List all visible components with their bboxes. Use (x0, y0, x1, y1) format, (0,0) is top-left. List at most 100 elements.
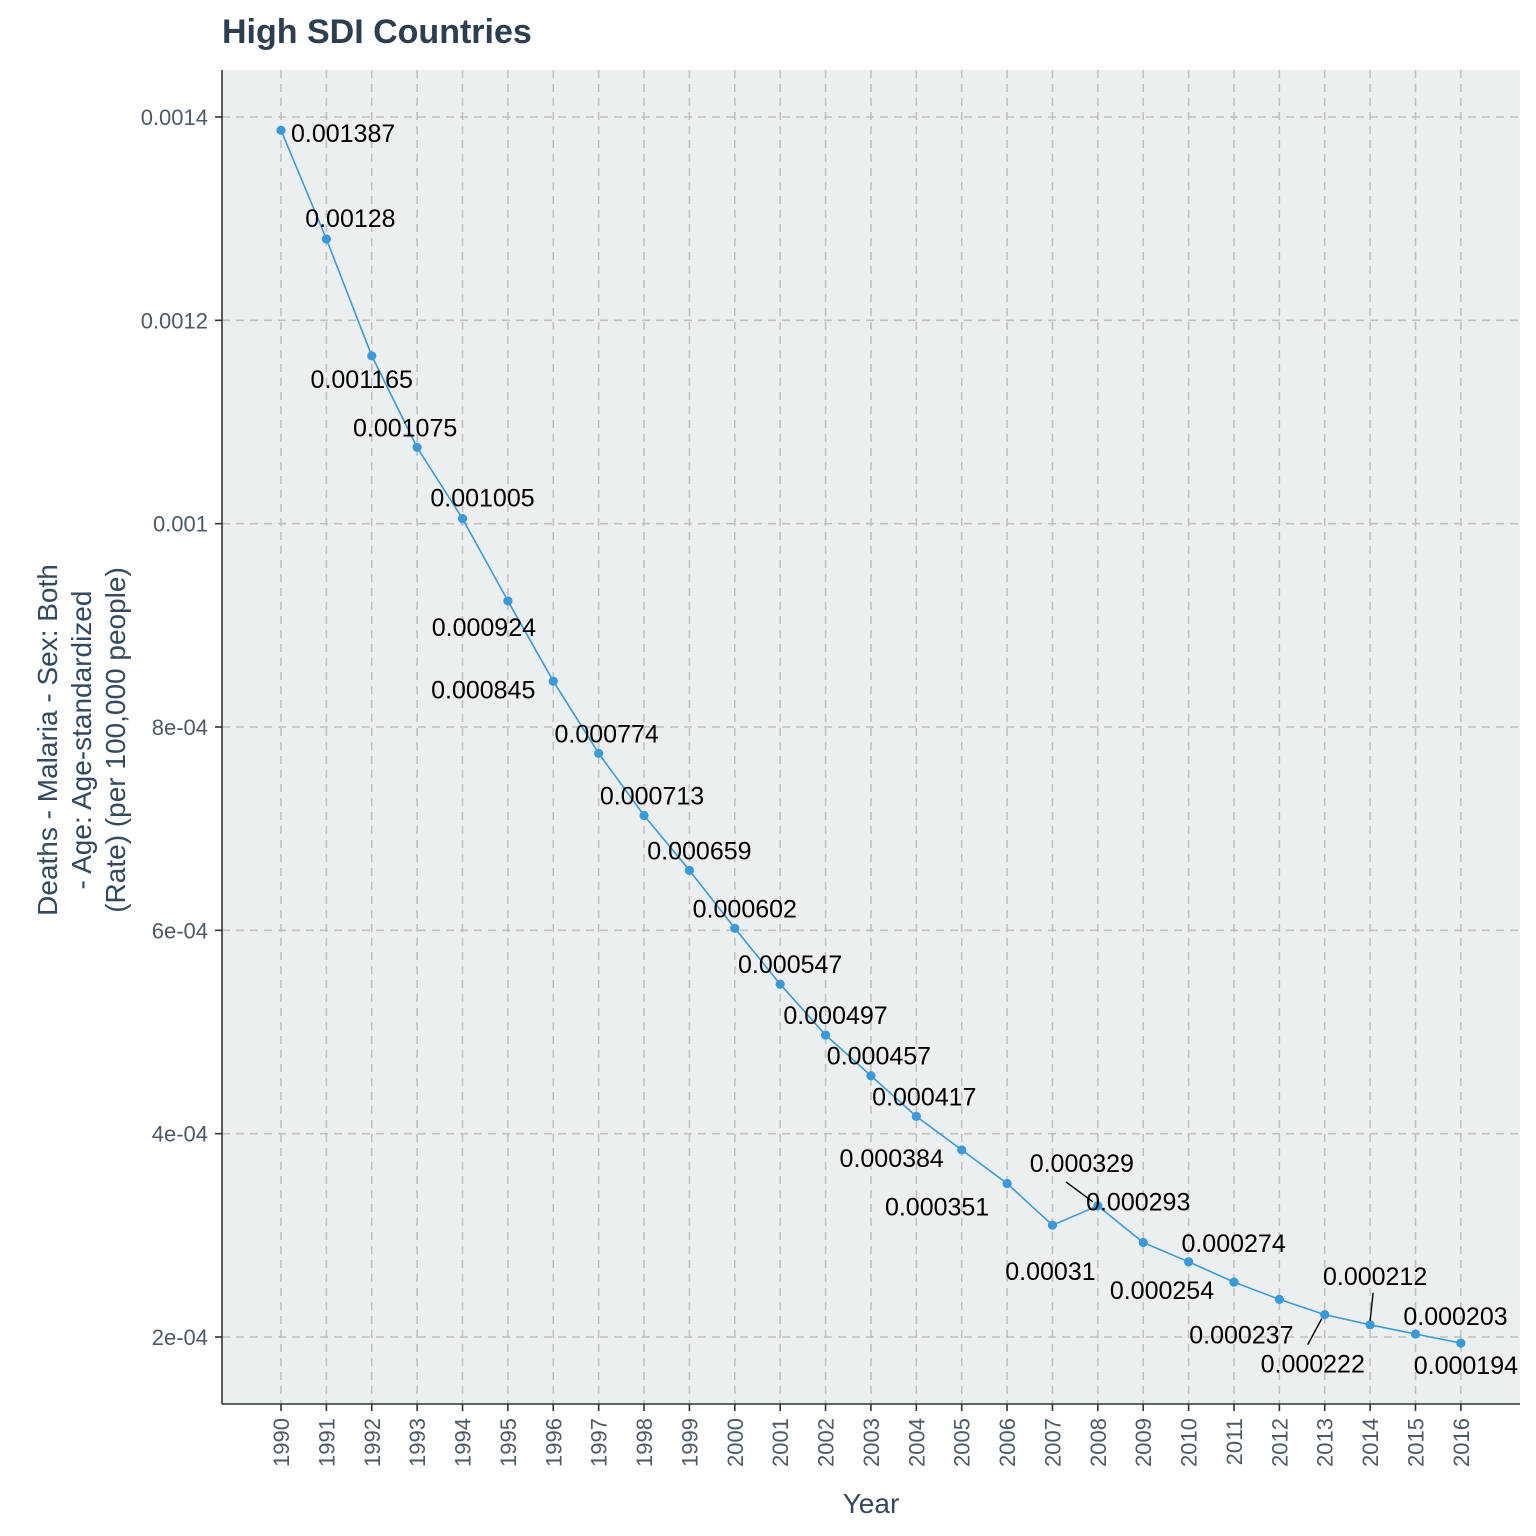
x-tick-label: 1999 (677, 1418, 702, 1467)
data-point (1184, 1257, 1194, 1267)
data-label: 0.000384 (840, 1145, 944, 1173)
data-point (684, 865, 695, 875)
data-labels: 0.001387 0.00128 0.001165 0.001075 0.001005 0… (291, 120, 1518, 1380)
data-label: 0.00031 (1005, 1258, 1095, 1286)
data-label: 0.000659 (647, 837, 751, 865)
data-label: 0.001165 (311, 366, 413, 394)
data-point (1093, 1201, 1103, 1211)
data-point (1274, 1294, 1284, 1304)
data-label: 0.000212 (1323, 1263, 1427, 1291)
data-point (1456, 1338, 1466, 1348)
x-tick-label: 1990 (269, 1418, 294, 1467)
data-label: 0.001387 (291, 120, 395, 148)
x-tick-label: 2008 (1086, 1418, 1111, 1467)
data-point (503, 596, 513, 606)
x-tick-label: 2010 (1177, 1418, 1202, 1467)
series-malaria-deaths (276, 125, 1466, 1348)
data-label: 0.000497 (783, 1002, 887, 1030)
x-tick-label: 1992 (360, 1418, 385, 1467)
data-point (276, 125, 286, 135)
data-point (1410, 1329, 1421, 1339)
x-tick-label: 2005 (950, 1418, 975, 1467)
data-label: 0.000417 (872, 1083, 976, 1111)
x-axis-title: Year (843, 1488, 900, 1519)
x-tick-label: 1994 (451, 1418, 476, 1467)
data-point (1002, 1178, 1012, 1189)
x-tick-label: 1996 (541, 1418, 566, 1467)
data-label: 0.001075 (353, 414, 457, 442)
data-label: 0.000457 (827, 1043, 931, 1071)
label-leader-line (1065, 1181, 1094, 1203)
data-point (1365, 1320, 1375, 1330)
data-point (367, 351, 377, 361)
y-axis-title: Deaths - Malaria - Sex: Both - Age: Age-s… (32, 564, 131, 916)
y-tick-label: 4e-04 (152, 1122, 208, 1147)
y-tick-label: 0.0012 (141, 308, 208, 333)
data-label: 0.00128 (305, 205, 395, 233)
data-label: 0.000293 (1086, 1188, 1190, 1216)
data-point (775, 979, 785, 989)
x-tick-label: 2015 (1404, 1418, 1429, 1467)
x-tick-label: 2001 (768, 1418, 793, 1467)
data-point (730, 923, 740, 933)
data-point (866, 1071, 876, 1081)
data-point (1320, 1310, 1330, 1320)
data-point (457, 513, 468, 524)
y-tick-label: 8e-04 (152, 715, 208, 740)
x-tick-label: 2004 (904, 1418, 929, 1467)
data-point (1138, 1237, 1148, 1248)
x-tick-label: 2016 (1449, 1418, 1474, 1467)
data-point (412, 442, 422, 453)
data-point (321, 234, 331, 244)
y-axis-title-line: (Rate) (per 100,000 people) (100, 567, 131, 913)
y-axis-title-line: - Age: Age-standardized (66, 591, 97, 890)
data-label: 0.000845 (431, 676, 535, 704)
data-point (1047, 1220, 1058, 1230)
data-label: 0.000237 (1189, 1321, 1293, 1349)
axes: 2e-04 4e-04 6e-04 8e-04 0.001 0.0012 0.0014 199… (141, 70, 1520, 1467)
data-point (957, 1145, 967, 1155)
data-label: 0.000222 (1261, 1351, 1365, 1379)
x-tick-label: 2012 (1267, 1418, 1292, 1467)
x-tick-label: 1997 (587, 1418, 612, 1467)
data-label: 0.000924 (432, 614, 536, 642)
data-point (820, 1030, 831, 1040)
y-tick-label: 6e-04 (152, 918, 208, 943)
y-tick-label: 2e-04 (152, 1325, 208, 1350)
data-point (594, 748, 604, 759)
data-label: 0.001005 (430, 485, 534, 513)
data-label: 0.000274 (1181, 1230, 1285, 1258)
x-tick-label: 1991 (314, 1418, 339, 1467)
x-tick-label: 2002 (814, 1418, 839, 1467)
data-label: 0.000774 (555, 720, 659, 748)
x-tick-label: 2003 (859, 1418, 884, 1467)
x-tick-label: 2013 (1313, 1418, 1338, 1467)
x-tick-label: 1993 (405, 1418, 430, 1467)
data-label: 0.000713 (600, 782, 704, 810)
label-leader-line (1307, 1318, 1323, 1345)
y-tick-label: 0.0014 (141, 105, 208, 130)
label-leader-line (1369, 1292, 1374, 1321)
x-tick-label: 2007 (1040, 1418, 1065, 1467)
data-label: 0.000329 (1030, 1150, 1134, 1178)
x-tick-label: 2014 (1358, 1418, 1383, 1467)
x-tick-label: 1998 (632, 1418, 657, 1467)
data-label: 0.000351 (885, 1193, 989, 1221)
data-label: 0.000254 (1110, 1277, 1214, 1305)
x-tick-label: 2000 (723, 1418, 748, 1467)
data-point (639, 810, 649, 821)
data-point (1229, 1277, 1239, 1287)
data-point (911, 1111, 921, 1121)
chart-title: High SDI Countries (222, 13, 532, 51)
y-tick-label: 0.001 (153, 512, 208, 537)
x-tick-label: 1995 (496, 1418, 521, 1467)
data-point (548, 676, 558, 686)
data-label: 0.000547 (738, 951, 842, 979)
gridlines (222, 70, 1520, 1404)
data-label: 0.000602 (693, 895, 797, 923)
data-label: 0.000194 (1414, 1352, 1518, 1380)
x-tick-label: 2009 (1131, 1418, 1156, 1467)
x-tick-label: 2006 (995, 1418, 1020, 1467)
y-axis-title-line: Deaths - Malaria - Sex: Both (32, 564, 63, 916)
